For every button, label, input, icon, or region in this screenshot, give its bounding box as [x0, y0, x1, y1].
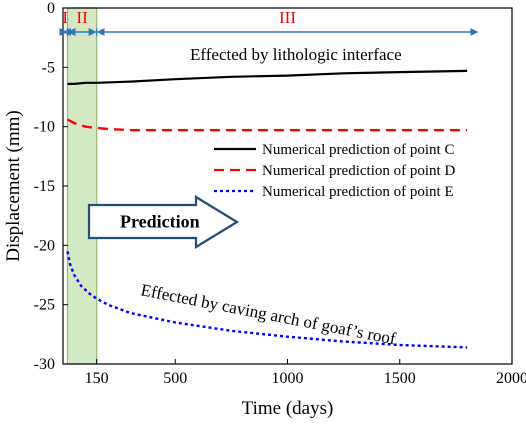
phase-ii-highlight-band	[66, 7, 98, 365]
axis-ticks: 150 500 1000 1500 2000 0 -5 -10 -15 -20 -25 -30	[34, 0, 526, 387]
prediction-label: Prediction	[120, 212, 200, 232]
legend-entry-label: Numerical prediction of point C	[262, 142, 454, 158]
phase-label: II	[76, 8, 88, 27]
y-tick-label: -25	[34, 297, 55, 314]
series-layer	[66, 69, 468, 349]
x-tick-label: 2000	[496, 370, 526, 387]
series-line-e	[66, 251, 468, 349]
legend: Numerical prediction of point C Numerical…	[214, 142, 455, 200]
phase-layer: I II III	[59, 8, 479, 36]
y-tick-label: 0	[47, 0, 55, 17]
x-tick-label: 500	[163, 370, 187, 387]
x-tick-label: 150	[85, 370, 109, 387]
prediction-arrow-group: Prediction	[87, 195, 240, 249]
phase-label: I	[62, 8, 68, 27]
y-tick-label: -15	[34, 178, 55, 195]
y-tick-label: -30	[34, 356, 55, 373]
series-line-c	[67, 69, 468, 85]
annotation-lithologic-interface: Effected by lithologic interface	[190, 45, 402, 64]
x-axis-title: Time (days)	[242, 398, 334, 419]
y-tick-label: -20	[34, 237, 55, 254]
x-tick-label: 1000	[272, 370, 304, 387]
y-tick-label: -10	[34, 119, 55, 136]
legend-entry-label: Numerical prediction of point E	[262, 184, 454, 200]
prediction-arrow	[87, 195, 240, 249]
series-line-d	[66, 118, 468, 132]
y-tick-label: -5	[42, 59, 55, 76]
annotation-caving-arch: Effected by caving arch of goaf’s roof	[139, 280, 397, 348]
y-axis-title: Displacement (mm)	[3, 110, 24, 261]
legend-entry-label: Numerical prediction of point D	[262, 163, 455, 179]
x-tick-label: 1500	[384, 370, 416, 387]
phase-label: III	[279, 8, 296, 27]
